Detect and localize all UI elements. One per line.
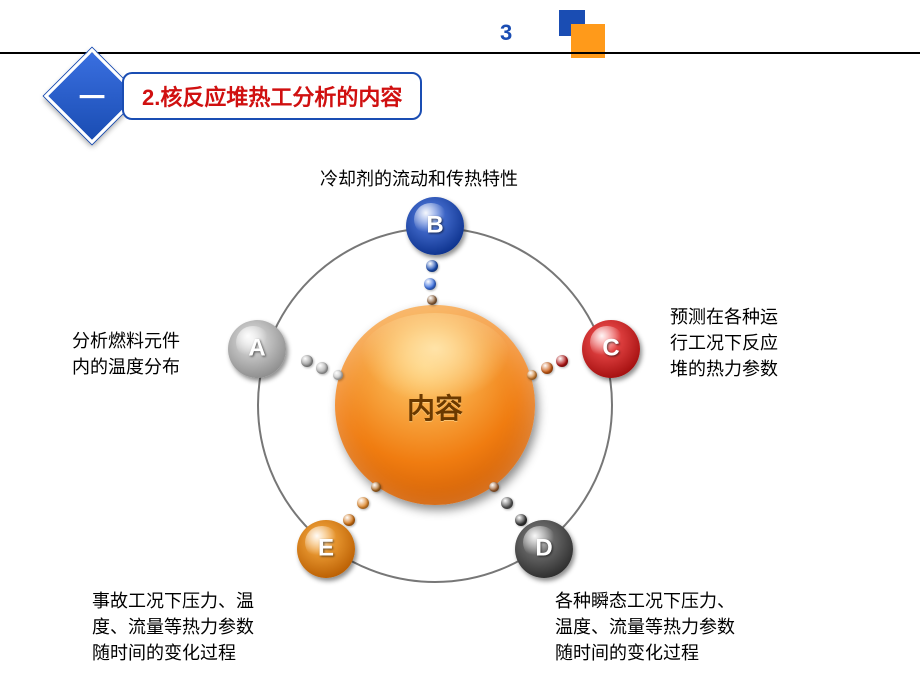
connector-dot (301, 355, 313, 367)
connector-dot (316, 362, 328, 374)
connector-dot (501, 497, 513, 509)
connector-dot (426, 260, 438, 272)
center-label: 内容 (385, 387, 485, 427)
connector-dot (343, 514, 355, 526)
connector-dot (515, 514, 527, 526)
section-badge-text: 一 (70, 78, 114, 115)
node-text-b: 冷却剂的流动和传热特性 (320, 166, 518, 192)
title-box: 2.核反应堆热工分析的内容 (122, 72, 422, 120)
node-text-e: 事故工况下压力、温度、流量等热力参数随时间的变化过程 (92, 588, 254, 666)
connector-dot (556, 355, 568, 367)
connector-dot (357, 497, 369, 509)
node-e: E (297, 520, 355, 578)
connector-dot (427, 295, 437, 305)
node-letter: B (406, 211, 464, 239)
node-text-a: 分析燃料元件内的温度分布 (72, 328, 180, 380)
content-diagram: 内容 A 分析燃料元件内的温度分布 B 冷却剂的流动和传热特性 C 预测在各种运行工况下反应… (0, 140, 920, 690)
node-letter: E (297, 534, 355, 562)
node-d: D (515, 520, 573, 578)
node-b: B (406, 197, 464, 255)
connector-dot (489, 482, 499, 492)
node-letter: C (582, 334, 640, 362)
connector-dot (333, 370, 343, 380)
connector-dot (371, 482, 381, 492)
node-c: C (582, 320, 640, 378)
header-divider (0, 52, 920, 54)
page-title: 2.核反应堆热工分析的内容 (142, 85, 402, 110)
node-letter: D (515, 534, 573, 562)
connector-dot (527, 370, 537, 380)
node-text-c: 预测在各种运行工况下反应堆的热力参数 (670, 304, 778, 382)
connector-dot (541, 362, 553, 374)
page-number: 3 (500, 20, 512, 46)
node-text-d: 各种瞬态工况下压力、温度、流量等热力参数随时间的变化过程 (555, 588, 735, 666)
node-a: A (228, 320, 286, 378)
connector-dot (424, 278, 436, 290)
node-letter: A (228, 334, 286, 362)
